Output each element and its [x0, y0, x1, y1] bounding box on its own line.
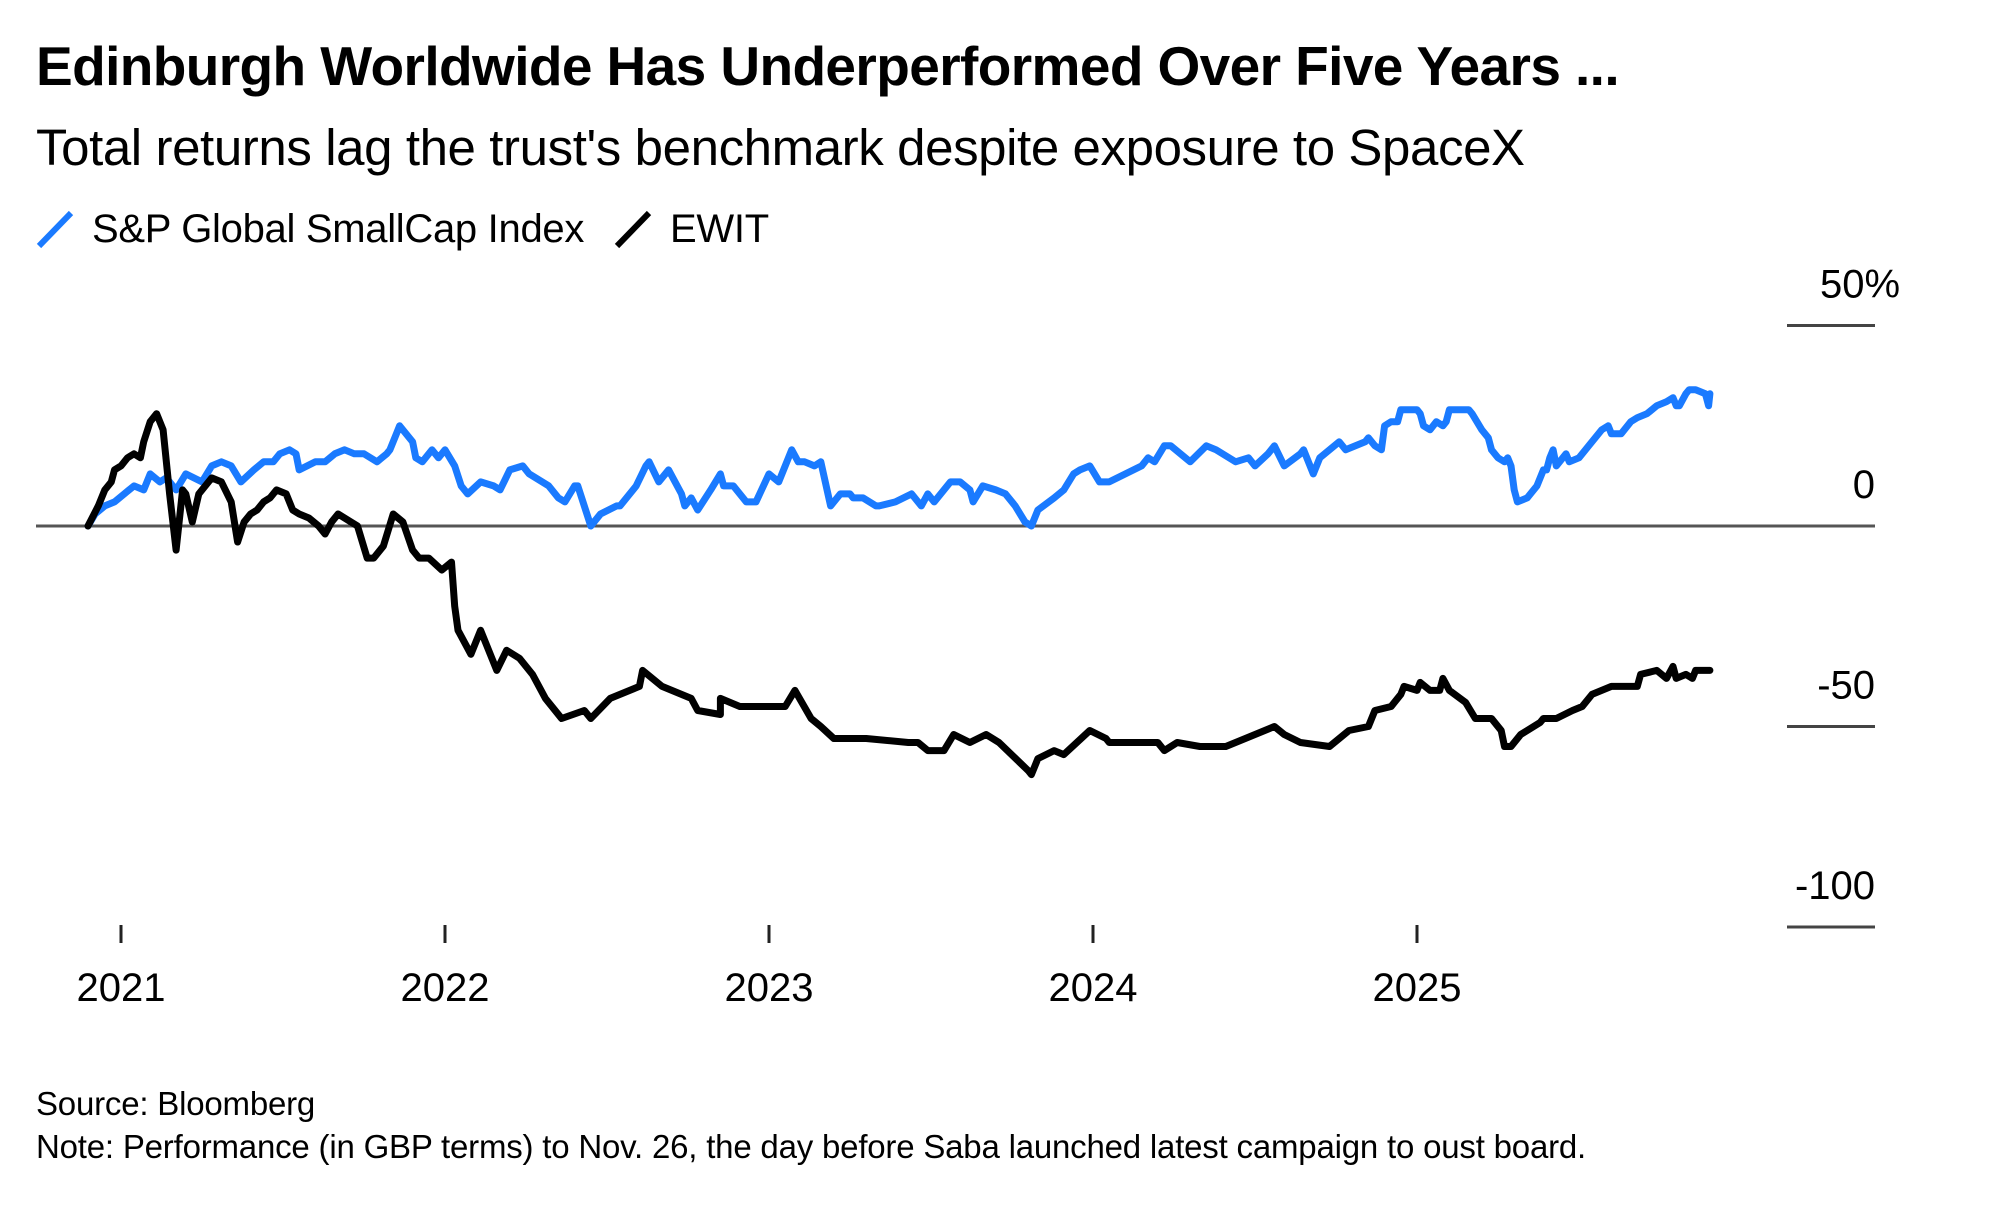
source-text: Source: Bloomberg — [36, 1085, 316, 1122]
series-layer — [84, 386, 1714, 779]
x-tick-label: 2025 — [1373, 966, 1462, 1010]
y-tick-label: 50% — [1820, 263, 1900, 307]
black-line-swatch-icon — [614, 209, 652, 249]
blue-line-swatch-icon — [36, 209, 74, 249]
footer: Source: Bloomberg Note: Performance (in … — [36, 1082, 1586, 1168]
x-tick-label: 2021 — [77, 966, 166, 1010]
y-axis: 50% 0 -50 -100 — [1787, 263, 1900, 929]
x-axis: 2021 2022 2023 2024 2025 — [77, 925, 1462, 1010]
legend-label: S&P Global SmallCap Index — [92, 206, 585, 251]
x-tick-label: 2022 — [401, 966, 490, 1010]
y-tick-label: -100 — [1795, 864, 1875, 908]
x-tick-label: 2024 — [1049, 966, 1138, 1010]
note-text: Note: Performance (in GBP terms) to Nov.… — [36, 1128, 1587, 1165]
legend: S&P Global SmallCap Index EWIT — [36, 206, 799, 252]
chart-title: Edinburgh Worldwide Has Underperformed O… — [36, 35, 1620, 97]
legend-item-sp-global-smallcap: S&P Global SmallCap Index — [36, 207, 584, 252]
series-line-sp-global-smallcap — [84, 386, 1714, 530]
series-line-ewit — [84, 410, 1714, 779]
y-tick-label: 0 — [1853, 463, 1875, 507]
legend-label: EWIT — [670, 206, 769, 251]
x-tick-label: 2023 — [725, 966, 814, 1010]
y-tick-label: -50 — [1817, 664, 1875, 708]
chart-subtitle: Total returns lag the trust's benchmark … — [36, 119, 1525, 176]
legend-item-ewit: EWIT — [614, 207, 769, 252]
